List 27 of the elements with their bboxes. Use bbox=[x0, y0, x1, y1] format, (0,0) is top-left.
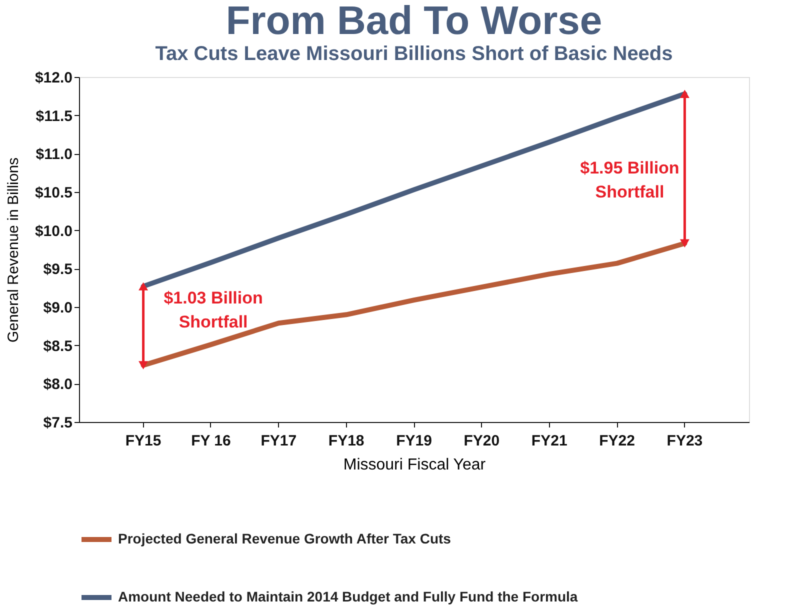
annotation: $1.03 Billion Shortfall bbox=[164, 288, 263, 332]
x-tick-label: FY19 bbox=[396, 432, 432, 450]
x-tick-label: FY15 bbox=[125, 432, 162, 450]
x-tick-label: FY 16 bbox=[191, 432, 231, 450]
y-tick-label: $9.0 bbox=[43, 300, 72, 316]
y-axis-title: General Revenue in Billions bbox=[4, 157, 22, 343]
x-tick-label: FY23 bbox=[666, 432, 703, 450]
chart-subtitle: Tax Cuts Leave Missouri Billions Short of Basic Needs bbox=[155, 43, 673, 65]
y-tick-label: $7.5 bbox=[43, 414, 72, 432]
legend-label: Projected General Revenue Growth After Tax Cuts bbox=[118, 530, 452, 546]
x-axis-title: Missouri Fiscal Year bbox=[343, 456, 486, 474]
y-tick-label: $10.0 bbox=[34, 222, 72, 240]
x-tick-label: FY17 bbox=[260, 432, 297, 450]
y-tick-label: $8.0 bbox=[43, 376, 72, 394]
x-tick-label: FY21 bbox=[531, 432, 568, 450]
legend-label: Amount Needed to Maintain 2014 Budget and Fully Fund the Formula bbox=[118, 588, 578, 604]
y-tick-label: $8.5 bbox=[43, 338, 72, 355]
annotation: $1.95 Billion Shortfall bbox=[580, 158, 680, 202]
x-tick-label: FY18 bbox=[328, 432, 364, 450]
chart-title: From Bad To Worse bbox=[226, 0, 602, 43]
y-tick-label: $11.5 bbox=[36, 108, 72, 125]
x-tick-label: FY22 bbox=[599, 432, 635, 450]
y-tick-label: $10.5 bbox=[34, 184, 72, 202]
x-tick-label: FY20 bbox=[464, 432, 500, 450]
y-tick-label: $9.5 bbox=[43, 261, 72, 278]
y-tick-label: $12.0 bbox=[34, 70, 72, 86]
y-tick-label: $11.0 bbox=[36, 146, 72, 164]
